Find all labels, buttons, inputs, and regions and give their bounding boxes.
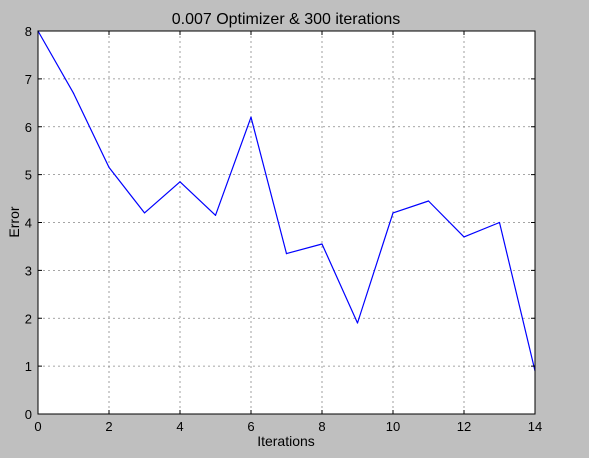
data-point — [499, 222, 500, 223]
data-point — [144, 212, 145, 213]
y-tick-label: 6 — [25, 120, 32, 135]
x-tick-label: 2 — [105, 419, 112, 434]
x-tick-label: 0 — [34, 419, 41, 434]
data-point — [250, 117, 251, 118]
data-point — [108, 167, 109, 168]
chart-title: 0.007 Optimizer & 300 iterations — [172, 11, 401, 28]
x-tick-label: 10 — [386, 419, 400, 434]
y-tick-label: 7 — [25, 72, 32, 87]
x-axis-label: Iterations — [257, 433, 315, 449]
x-tick-label: 4 — [176, 419, 183, 434]
plot-area — [38, 31, 535, 414]
data-point — [463, 236, 464, 237]
y-tick-label: 0 — [25, 407, 32, 422]
data-point — [179, 181, 180, 182]
y-tick-label: 3 — [25, 263, 32, 278]
y-tick-label: 2 — [25, 311, 32, 326]
y-tick-label: 1 — [25, 359, 32, 374]
x-tick-label: 6 — [247, 419, 254, 434]
x-tick-label: 14 — [528, 419, 542, 434]
y-tick-labels: 0 1 2 3 4 5 6 7 8 — [25, 24, 32, 422]
data-point — [286, 253, 287, 254]
data-point — [215, 215, 216, 216]
x-tick-labels: 0 2 4 6 8 10 12 14 — [34, 419, 542, 434]
y-tick-label: 8 — [25, 24, 32, 39]
data-point — [73, 93, 74, 94]
x-tick-label: 8 — [318, 419, 325, 434]
y-axis-label: Error — [6, 206, 22, 237]
data-point — [392, 212, 393, 213]
data-point — [357, 322, 358, 323]
x-tick-label: 12 — [457, 419, 471, 434]
data-point — [321, 243, 322, 244]
data-point — [428, 200, 429, 201]
y-tick-label: 5 — [25, 168, 32, 183]
y-tick-label: 4 — [25, 216, 32, 231]
